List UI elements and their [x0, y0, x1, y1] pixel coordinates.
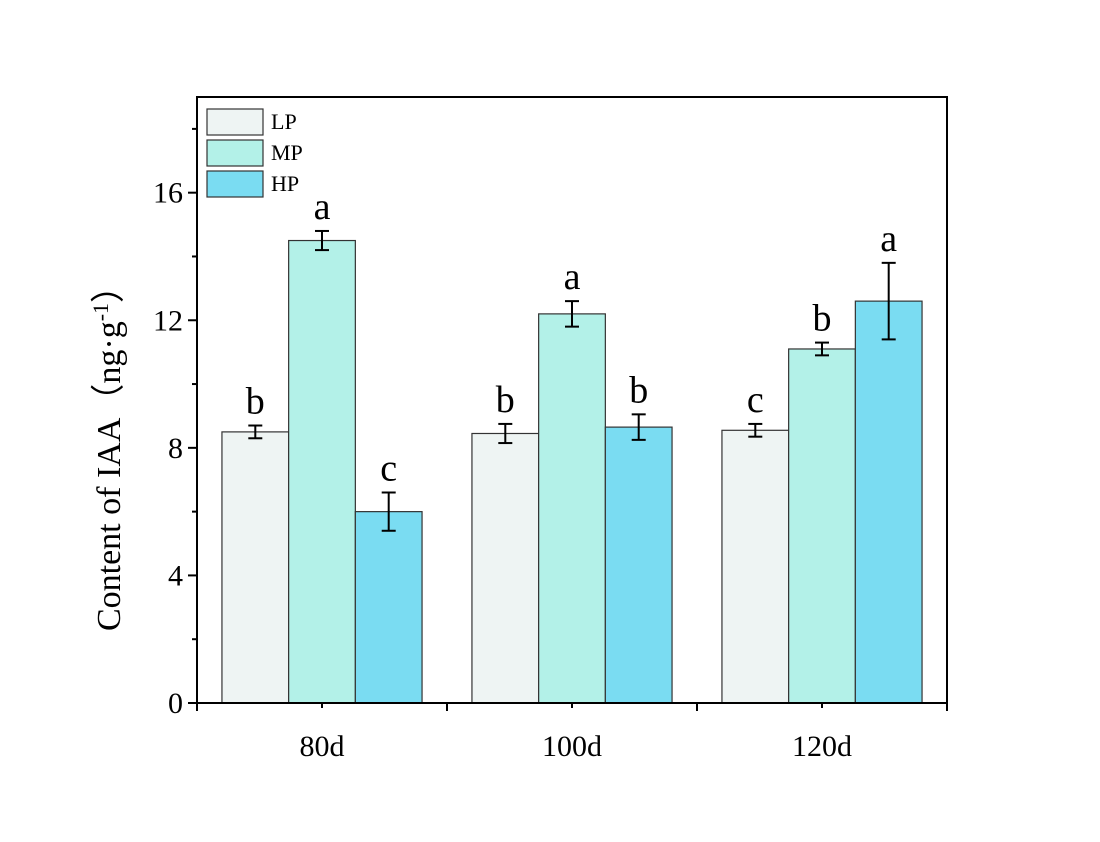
significance-label-lp-120d: c	[747, 379, 764, 421]
x-tick-label-120d: 120d	[792, 730, 852, 763]
legend: LP MP HP	[206, 108, 303, 198]
y-tick-label-12: 12	[153, 304, 183, 337]
x-tick-label-80d: 80d	[300, 730, 345, 763]
y-tick-label-16: 16	[153, 177, 183, 210]
axes-layer: 0 4 8 12 16 80d 100d 120d	[153, 96, 948, 763]
y-tick-label-4: 4	[168, 559, 183, 592]
legend-label-mp: MP	[271, 140, 303, 165]
significance-label-mp-80d: a	[314, 186, 331, 228]
significance-label-mp-100d: a	[564, 256, 581, 298]
bar-lp-120d	[721, 429, 790, 704]
legend-label-hp: HP	[271, 171, 299, 196]
y-axis-label-close: ）	[90, 269, 128, 303]
significance-label-hp-120d: a	[880, 218, 897, 260]
bars-layer	[221, 229, 923, 704]
bar-hp-80d	[354, 511, 423, 704]
y-tick-label-0: 0	[168, 687, 183, 720]
bar-mp-80d	[288, 239, 356, 704]
significance-label-lp-100d: b	[496, 379, 515, 421]
labels-layer: b a c b a b c b a	[246, 186, 897, 490]
y-axis-label-main: Content of IAA（ng·g	[90, 321, 128, 631]
significance-label-hp-80d: c	[380, 447, 397, 489]
bar-mp-120d	[788, 348, 856, 704]
legend-swatch-hp	[206, 170, 264, 198]
legend-swatch-mp	[206, 139, 264, 167]
legend-swatch-lp	[206, 108, 264, 136]
y-tick-label-8: 8	[168, 432, 183, 465]
bar-mp-100d	[538, 313, 606, 704]
bar-hp-120d	[854, 300, 923, 704]
significance-label-mp-120d: b	[813, 298, 832, 340]
y-axis-label-superscript: -1	[88, 303, 113, 321]
legend-label-lp: LP	[271, 109, 297, 134]
x-tick-label-100d: 100d	[542, 730, 602, 763]
significance-label-hp-100d: b	[629, 369, 648, 411]
y-axis-label: Content of IAA（ng·g-1）	[88, 269, 129, 631]
bar-lp-100d	[471, 432, 540, 704]
bar-hp-100d	[604, 426, 673, 704]
bar-lp-80d	[221, 431, 290, 704]
significance-label-lp-80d: b	[246, 381, 265, 423]
